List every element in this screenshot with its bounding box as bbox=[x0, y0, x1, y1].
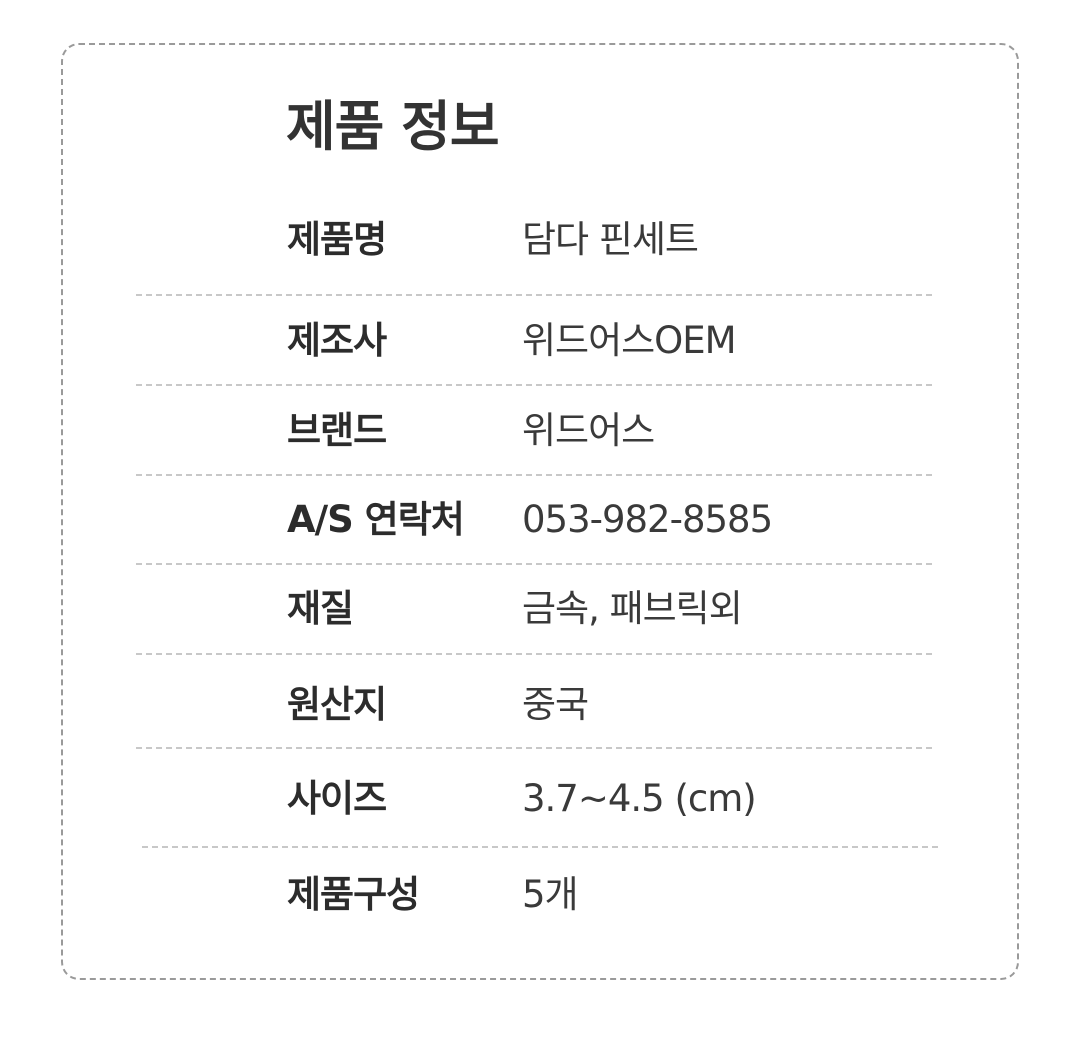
label-material: 재질 bbox=[287, 587, 354, 630]
value-origin: 중국 bbox=[522, 683, 589, 726]
page-title: 제품 정보 bbox=[286, 95, 500, 158]
value-manufacturer: 위드어스OEM bbox=[522, 319, 737, 362]
row-divider bbox=[142, 846, 938, 848]
value-as-contact: 053-982-8585 bbox=[522, 498, 773, 541]
row-divider bbox=[136, 563, 932, 565]
label-composition: 제품구성 bbox=[287, 873, 420, 916]
label-size: 사이즈 bbox=[287, 777, 387, 820]
row-divider bbox=[136, 747, 932, 749]
row-divider bbox=[136, 384, 932, 386]
row-divider bbox=[136, 653, 932, 655]
label-as-contact: A/S 연락처 bbox=[287, 498, 465, 541]
value-composition: 5개 bbox=[522, 873, 579, 916]
label-product-name: 제품명 bbox=[287, 218, 387, 261]
value-size: 3.7~4.5 (cm) bbox=[522, 777, 757, 820]
row-divider bbox=[136, 294, 932, 296]
value-brand: 위드어스 bbox=[522, 409, 655, 452]
value-product-name: 담다 핀세트 bbox=[522, 218, 699, 261]
product-info-card bbox=[61, 43, 1019, 980]
label-origin: 원산지 bbox=[287, 683, 387, 726]
row-divider bbox=[136, 474, 932, 476]
value-material: 금속, 패브릭외 bbox=[522, 587, 743, 630]
label-brand: 브랜드 bbox=[287, 409, 387, 452]
label-manufacturer: 제조사 bbox=[287, 319, 387, 362]
